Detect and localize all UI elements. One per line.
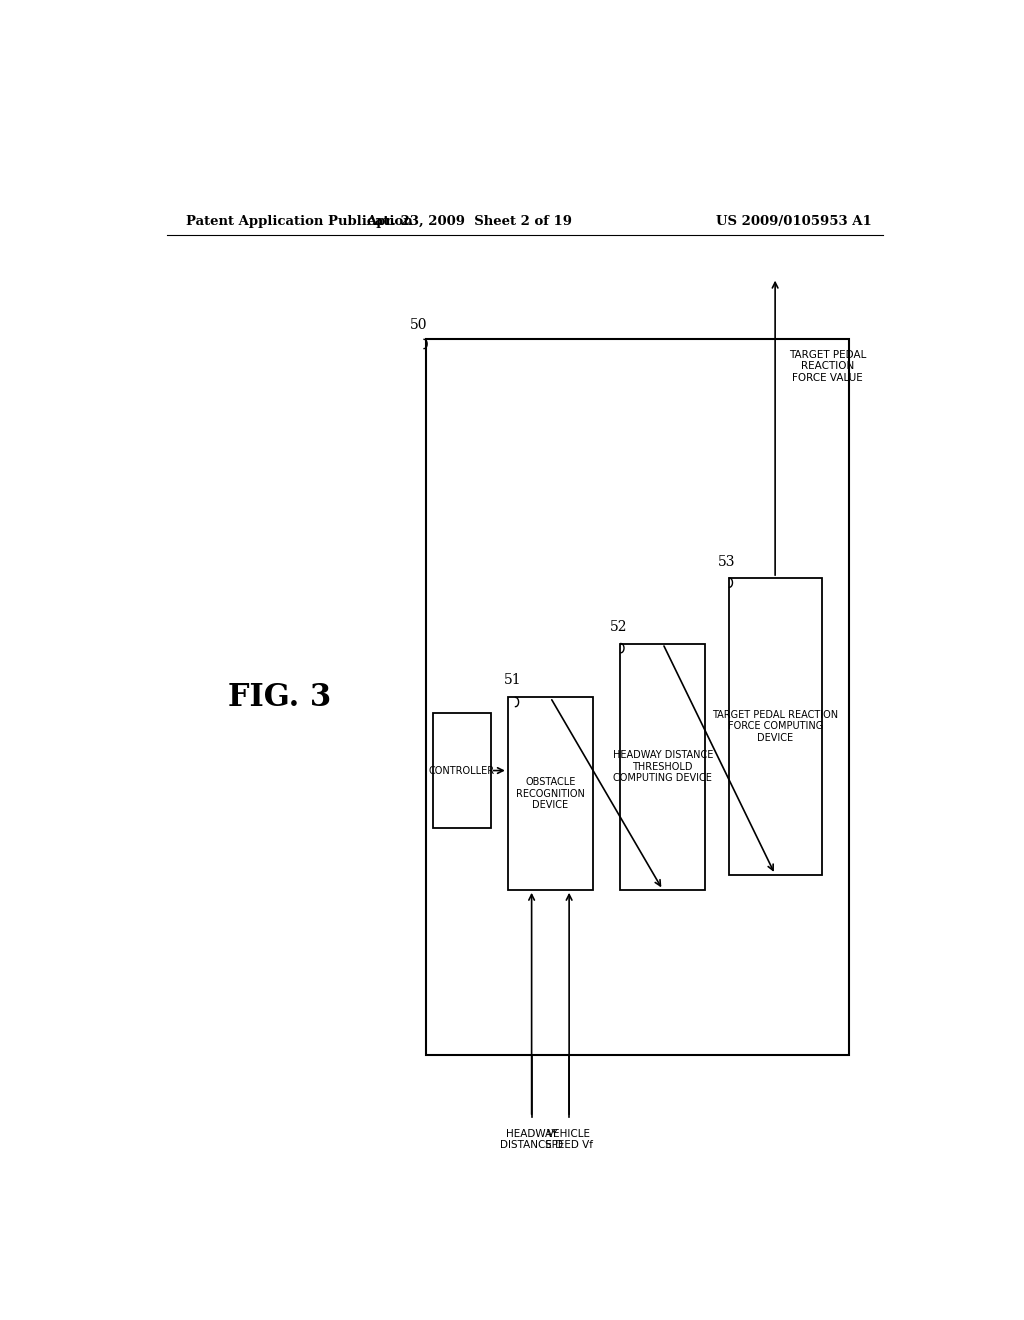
Text: TARGET PEDAL REACTION
FORCE COMPUTING
DEVICE: TARGET PEDAL REACTION FORCE COMPUTING DE… bbox=[712, 710, 839, 743]
Bar bbox=[426, 339, 849, 1056]
Bar bbox=[432, 713, 490, 829]
Text: 51: 51 bbox=[505, 673, 522, 686]
Bar bbox=[621, 644, 706, 890]
Text: 52: 52 bbox=[610, 620, 628, 635]
Text: VEHICLE
SPEED Vf: VEHICLE SPEED Vf bbox=[545, 1129, 593, 1150]
Text: OBSTACLE
RECOGNITION
DEVICE: OBSTACLE RECOGNITION DEVICE bbox=[516, 777, 585, 810]
Text: TARGET PEDAL
REACTION
FORCE VALUE: TARGET PEDAL REACTION FORCE VALUE bbox=[790, 350, 866, 383]
Text: HEADWAY
DISTANCE D: HEADWAY DISTANCE D bbox=[500, 1129, 563, 1150]
Text: US 2009/0105953 A1: US 2009/0105953 A1 bbox=[716, 215, 872, 228]
Text: Apr. 23, 2009  Sheet 2 of 19: Apr. 23, 2009 Sheet 2 of 19 bbox=[366, 215, 572, 228]
Text: HEADWAY DISTANCE
THRESHOLD
COMPUTING DEVICE: HEADWAY DISTANCE THRESHOLD COMPUTING DEV… bbox=[612, 750, 713, 783]
Bar bbox=[508, 697, 593, 890]
Text: Patent Application Publication: Patent Application Publication bbox=[186, 215, 413, 228]
Bar bbox=[729, 578, 821, 875]
Text: 50: 50 bbox=[410, 318, 427, 331]
Text: 53: 53 bbox=[718, 554, 736, 569]
Text: CONTROLLER: CONTROLLER bbox=[429, 766, 495, 776]
Text: FIG. 3: FIG. 3 bbox=[227, 682, 331, 713]
